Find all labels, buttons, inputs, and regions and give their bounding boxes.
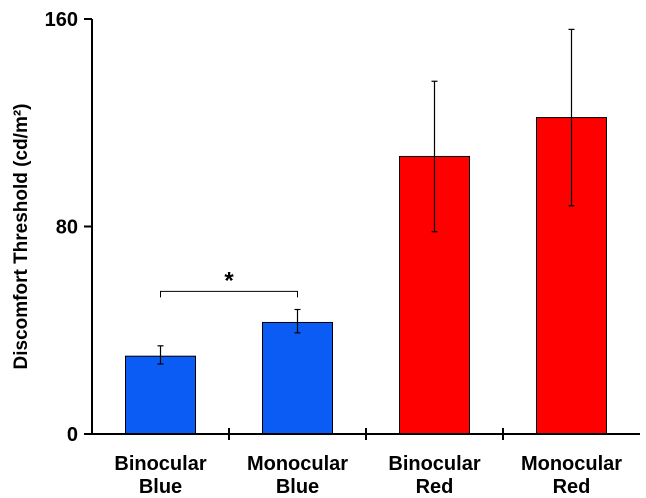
x-tick-label-line: Binocular	[388, 453, 480, 475]
annotations-group: *	[160, 267, 298, 298]
bar-2	[262, 321, 333, 435]
x-tick-label-line: Monocular	[247, 453, 348, 475]
x-tick-label-2: Monocular Blue	[247, 453, 348, 498]
y-axis-title: Discomfort Threshold (cd/m²)	[11, 103, 32, 369]
error-bar-2	[294, 308, 301, 334]
x-tick-label-line: Blue	[139, 476, 182, 498]
y-tick-label-80: 80	[56, 217, 78, 239]
x-tick-label-line: Red	[553, 476, 591, 498]
x-tick-label-line: Binocular	[114, 453, 206, 475]
bar-1	[125, 355, 196, 435]
x-tick-label-line: Monocular	[521, 453, 622, 475]
x-tick-label-line: Red	[416, 476, 454, 498]
x-tick-label-3: Binocular Red	[388, 453, 480, 498]
y-tick-label-160: 160	[45, 9, 78, 31]
x-tick-label-line: Blue	[276, 476, 319, 498]
significance-star: *	[224, 267, 234, 294]
axes-group	[84, 18, 640, 440]
bars-group	[125, 117, 607, 435]
significance-bracket: *	[160, 267, 298, 298]
error-bars-group	[157, 28, 575, 365]
significance-bracket-line	[160, 290, 298, 298]
x-tick-label-1: Binocular Blue	[114, 453, 206, 498]
error-bar-1	[157, 345, 164, 365]
y-tick-label-0: 0	[67, 424, 78, 446]
x-tick-label-4: Monocular Red	[521, 453, 622, 498]
error-bar-3	[431, 80, 438, 233]
error-bar-4	[568, 28, 575, 207]
